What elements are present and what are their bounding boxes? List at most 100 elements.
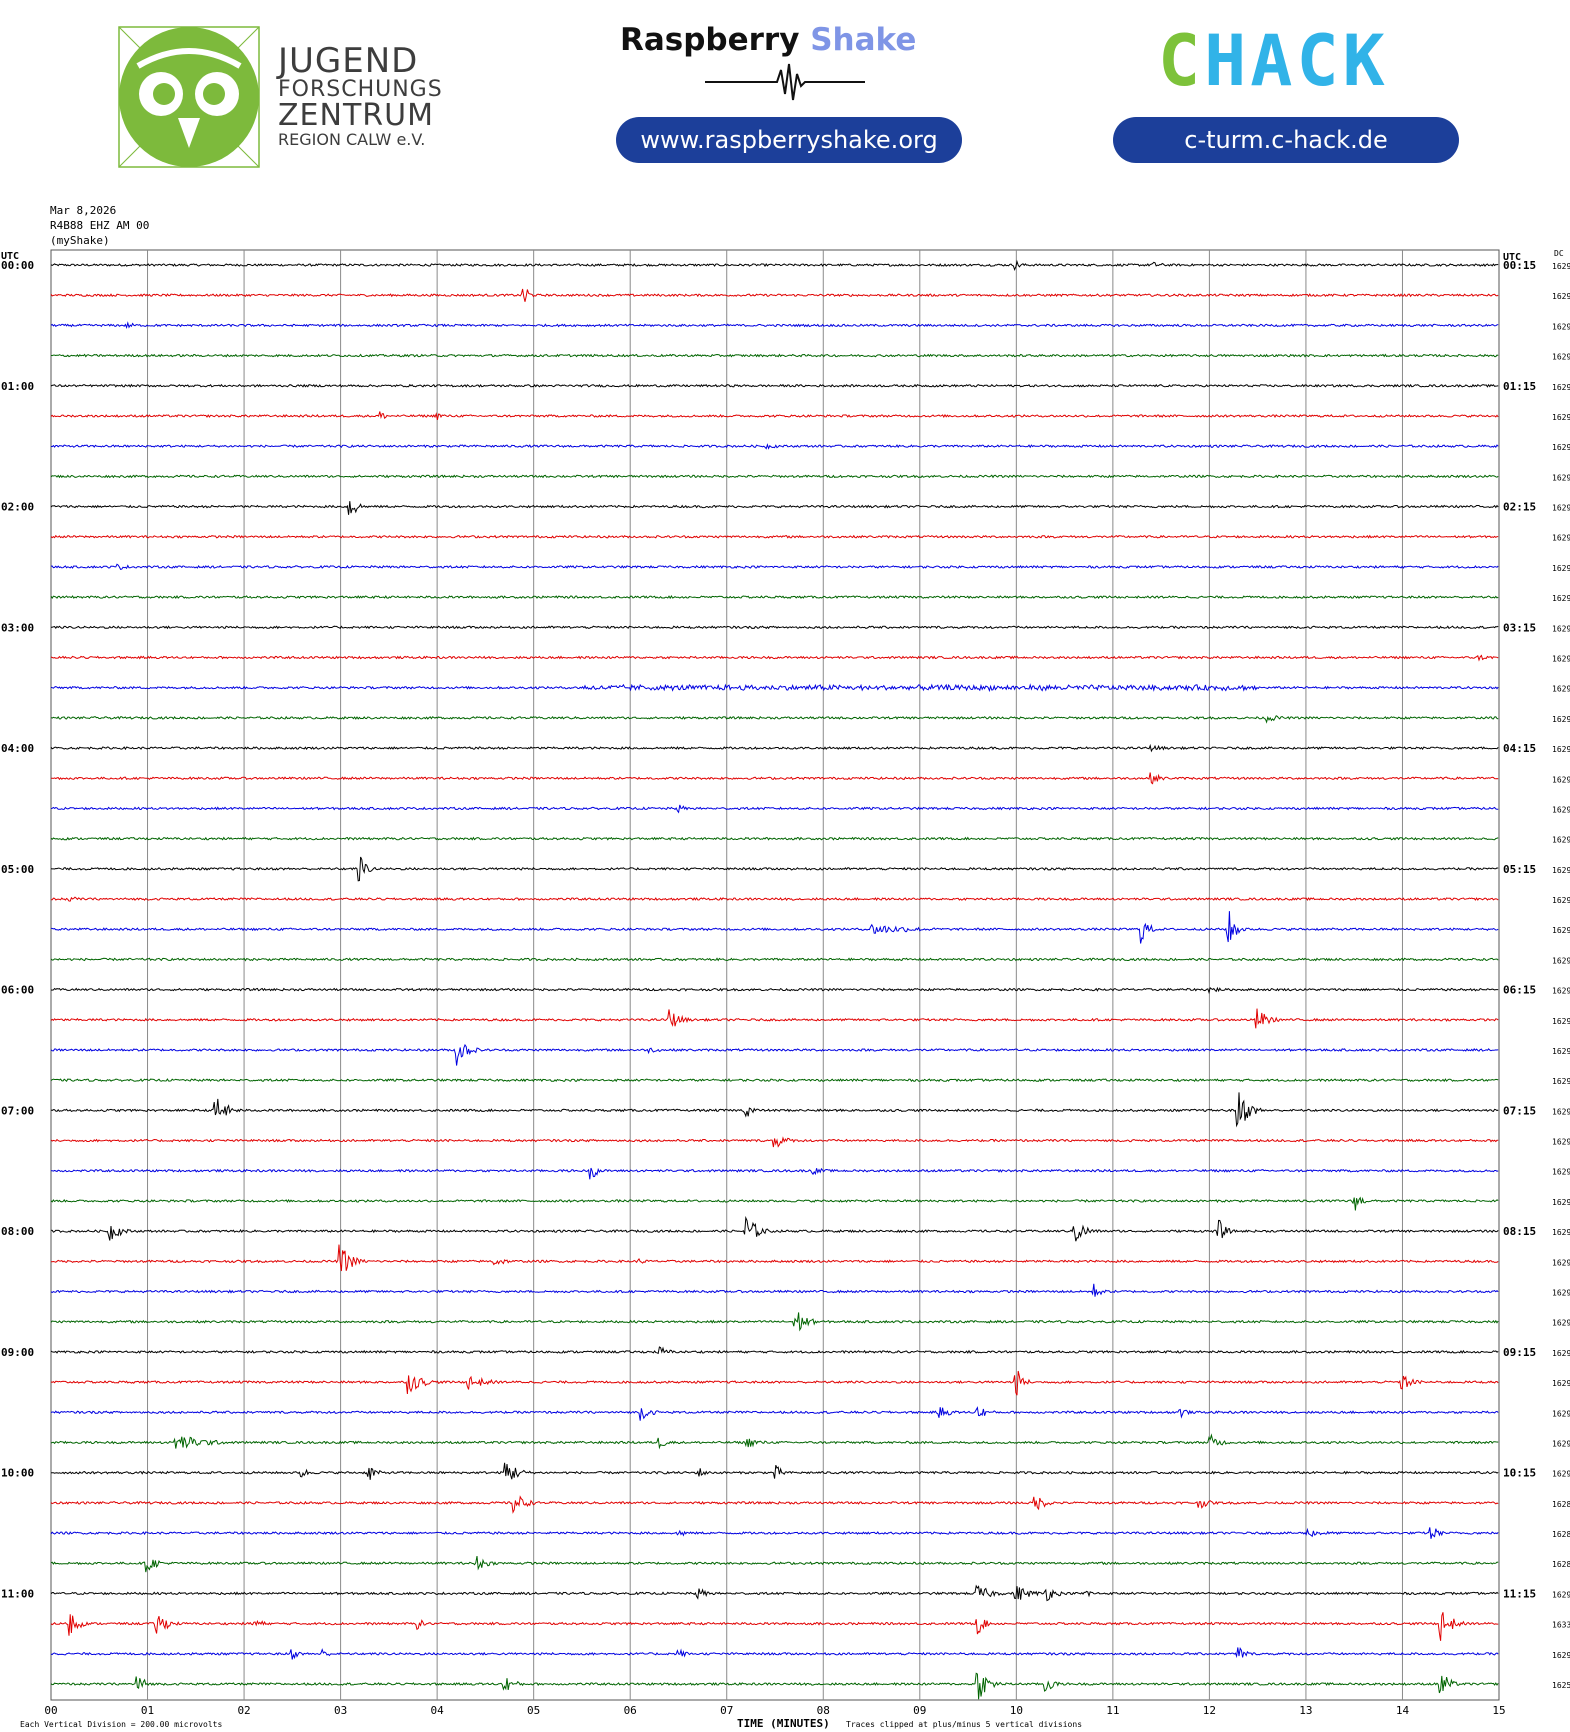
trace-row: [51, 772, 1499, 785]
trace-row: [50, 1495, 1499, 1514]
trace-row: [50, 1556, 1499, 1573]
dc-value: 16292: [1552, 413, 1570, 422]
dc-value: 16284: [1552, 1530, 1570, 1539]
right-hour-label: 00:15: [1503, 259, 1536, 272]
x-tick-label: 04: [431, 1704, 445, 1717]
trace-row: [50, 1346, 1499, 1355]
jfz-line2: FORSCHUNGS: [278, 76, 443, 102]
dc-value: 16287: [1552, 1500, 1570, 1509]
left-hour-label: 10:00: [1, 1467, 34, 1480]
right-hour-label: 02:15: [1503, 501, 1536, 514]
dc-value: 16287: [1552, 1560, 1570, 1569]
trace-row: [50, 1312, 1499, 1332]
dc-value: 16299: [1552, 534, 1570, 543]
jfz-line3: ZENTRUM: [278, 98, 434, 134]
dc-value: 16296: [1552, 775, 1570, 784]
left-hour-label: 11:00: [1, 1587, 34, 1600]
dc-value: 16294: [1552, 624, 1570, 633]
dc-value: 16292: [1552, 926, 1570, 935]
dc-value: 16298: [1552, 322, 1570, 331]
x-tick-label: 00: [44, 1704, 57, 1717]
dc-value: 16295: [1552, 594, 1570, 603]
chack-logo: CHACK: [1158, 26, 1389, 96]
raspberry-shake-logo: Raspberry Shake: [620, 22, 980, 58]
dc-value: 16296: [1552, 685, 1570, 694]
dc-value: 16294: [1552, 353, 1570, 362]
x-tick-label: 09: [913, 1704, 926, 1717]
trace-row: [50, 353, 1499, 358]
left-hour-label: 09:00: [1, 1346, 34, 1359]
dc-value: 16295: [1552, 956, 1570, 965]
trace-row: [50, 1433, 1499, 1450]
trace-row: [50, 625, 1499, 630]
trace-row: [50, 259, 1499, 271]
chack-url[interactable]: c-turm.c-hack.de: [1113, 117, 1459, 163]
dc-value: 16295: [1552, 1198, 1570, 1207]
x-tick-label: 11: [1106, 1704, 1119, 1717]
trace-row: [50, 911, 1499, 944]
jfz-line1: JUGEND: [278, 41, 419, 81]
trace-row: [50, 1167, 1499, 1180]
station-code: R4B88 EHZ AM 00: [50, 219, 150, 232]
dc-value: 16298: [1552, 1047, 1570, 1056]
dc-value: 16294: [1552, 866, 1570, 875]
right-hour-label: 03:15: [1503, 621, 1536, 634]
trace-row: [50, 1462, 1499, 1480]
dc-value: 16297: [1552, 564, 1570, 573]
trace-row: [50, 743, 1499, 753]
trace-row: [50, 1092, 1499, 1128]
trace-row: [50, 957, 1499, 962]
dc-value: 16259: [1552, 1681, 1570, 1690]
x-tick-label: 13: [1299, 1704, 1312, 1717]
trace-row: [50, 986, 1499, 995]
trace-row: [50, 594, 1499, 600]
right-hour-label: 08:15: [1503, 1225, 1536, 1238]
chack-part1: C: [1158, 20, 1205, 102]
dc-value: 16296: [1552, 1258, 1570, 1267]
x-axis-label: TIME (MINUTES): [737, 1717, 830, 1730]
trace-row: [50, 1244, 1499, 1272]
trace-row: [50, 654, 1499, 662]
x-tick-label: 06: [624, 1704, 637, 1717]
left-hour-label: 01:00: [1, 380, 34, 393]
trace-row: [50, 1406, 1499, 1421]
clip-note: Traces clipped at plus/minus 5 vertical …: [846, 1720, 1082, 1729]
trace-row: [50, 1136, 1499, 1148]
dc-value: 16298: [1552, 504, 1570, 513]
trace-row: [50, 1008, 1499, 1029]
trace-row: [50, 1196, 1499, 1211]
dc-value: 16295: [1552, 1319, 1570, 1328]
x-tick-label: 05: [527, 1704, 540, 1717]
dc-value: 16296: [1552, 1439, 1570, 1448]
trace-row: [50, 563, 1499, 570]
dc-value: 16297: [1552, 1017, 1570, 1026]
jfz-line4: REGION CALW e.V.: [278, 129, 426, 149]
dc-value: 16294: [1552, 654, 1570, 663]
station-info: Mar 8,2026 R4B88 EHZ AM 00 (myShake): [50, 203, 149, 248]
trace-row: [50, 1215, 1499, 1242]
dc-value: 16295: [1552, 1590, 1570, 1599]
header-banner: JUGEND FORSCHUNGS ZENTRUM REGION CALW e.…: [0, 0, 1570, 180]
jfz-wordmark: JUGEND FORSCHUNGS ZENTRUM REGION CALW e.…: [278, 44, 443, 148]
x-tick-label: 01: [141, 1704, 154, 1717]
x-tick-label: 12: [1203, 1704, 1216, 1717]
x-tick-label: 02: [237, 1704, 250, 1717]
dc-header: DC: [1554, 249, 1564, 258]
x-tick-label: 03: [334, 1704, 347, 1717]
trace-row: [50, 474, 1499, 479]
trace-row: [50, 715, 1499, 724]
trace-row: [50, 1647, 1499, 1660]
raspberryshake-url[interactable]: www.raspberryshake.org: [616, 117, 962, 163]
left-hour-label: 02:00: [1, 501, 34, 514]
trace-row: [50, 321, 1499, 329]
trace-row: [50, 1527, 1499, 1539]
dc-value: 16294: [1552, 443, 1570, 452]
trace-row: [50, 1584, 1499, 1602]
scale-note: Each Vertical Division = 200.00 microvol…: [20, 1720, 222, 1729]
x-tick-label: 07: [720, 1704, 733, 1717]
trace-row: [50, 501, 1499, 515]
